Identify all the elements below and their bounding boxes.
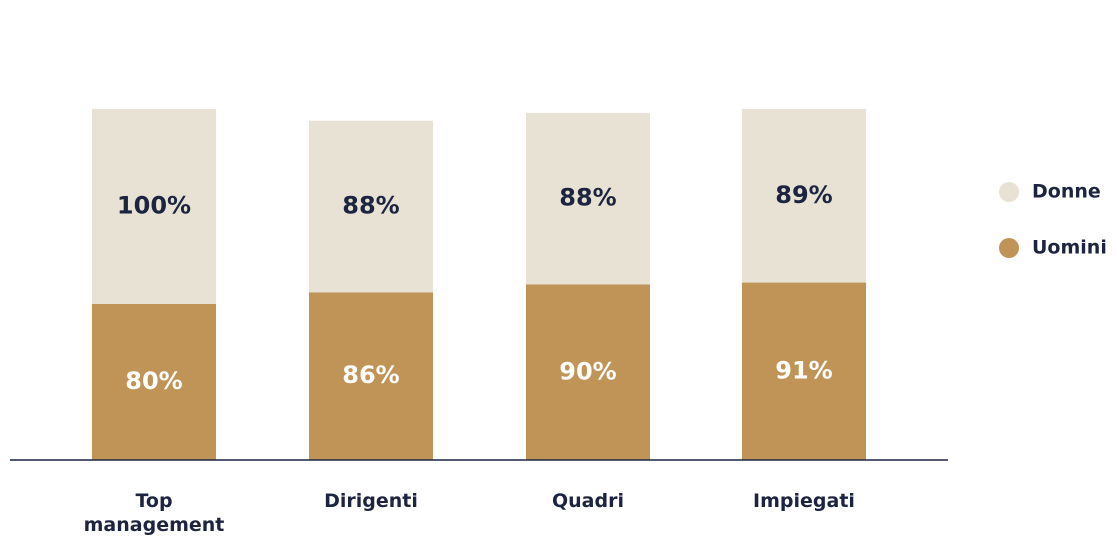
legend-swatch-donne [999, 182, 1019, 202]
category-label-dirigenti: Dirigenti [324, 490, 418, 512]
bar-uomini-impiegati [742, 282, 866, 460]
category-label-top-management: Top management [84, 490, 225, 536]
bar-uomini-dirigenti [309, 292, 433, 460]
data-label-donne-dirigenti: 88% [342, 192, 399, 220]
category-labels: Top management Dirigenti Quadri Impiegati [84, 490, 855, 536]
bar-uomini-quadri [526, 284, 650, 460]
bar-donne-quadri [526, 112, 650, 285]
data-label-uomini-quadri: 90% [559, 357, 616, 385]
data-label-donne-top-management: 100% [117, 192, 191, 220]
bars-group: 80% 100% 86% 88% 90% 88% 91% 89% [92, 109, 866, 460]
data-label-donne-quadri: 88% [559, 184, 616, 212]
data-label-donne-impiegati: 89% [775, 181, 832, 209]
data-label-uomini-dirigenti: 86% [342, 361, 399, 389]
data-label-uomini-impiegati: 91% [775, 356, 832, 384]
legend-swatch-uomini [999, 238, 1019, 258]
category-label-impiegati: Impiegati [753, 490, 855, 512]
legend: Donne Uomini [999, 181, 1107, 259]
bar-donne-dirigenti [309, 120, 433, 293]
legend-label-donne: Donne [1032, 181, 1101, 203]
category-label-quadri: Quadri [552, 490, 624, 512]
bar-donne-top-management [92, 109, 216, 304]
data-label-uomini-top-management: 80% [125, 367, 182, 395]
legend-label-uomini: Uomini [1032, 237, 1107, 259]
bar-uomini-top-management [92, 304, 216, 460]
bar-donne-impiegati [742, 109, 866, 283]
